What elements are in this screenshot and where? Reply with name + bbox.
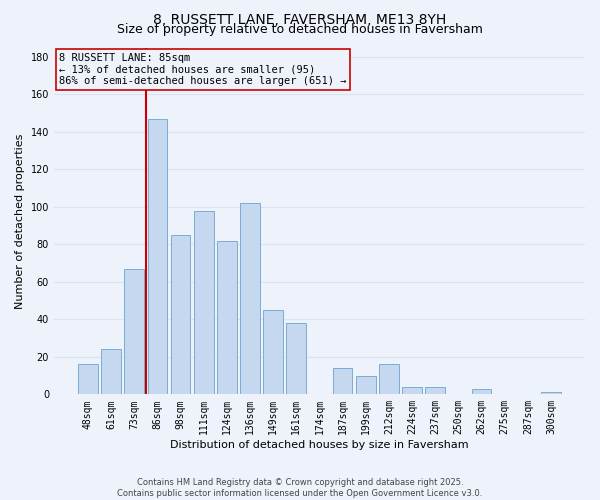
Y-axis label: Number of detached properties: Number of detached properties [15,133,25,308]
Bar [333,368,352,394]
Bar [356,376,376,394]
Bar [148,118,167,394]
Text: 8 RUSSETT LANE: 85sqm
← 13% of detached houses are smaller (95)
86% of semi-deta: 8 RUSSETT LANE: 85sqm ← 13% of detached … [59,52,347,86]
Text: Contains HM Land Registry data © Crown copyright and database right 2025.
Contai: Contains HM Land Registry data © Crown c… [118,478,482,498]
Bar [78,364,98,394]
Bar [425,387,445,394]
Bar [101,350,121,395]
Bar [286,323,306,394]
Text: 8, RUSSETT LANE, FAVERSHAM, ME13 8YH: 8, RUSSETT LANE, FAVERSHAM, ME13 8YH [154,12,446,26]
Bar [170,235,190,394]
Bar [379,364,399,394]
Bar [217,240,236,394]
Text: Size of property relative to detached houses in Faversham: Size of property relative to detached ho… [117,22,483,36]
Bar [472,388,491,394]
Bar [194,210,214,394]
Bar [124,268,144,394]
Bar [541,392,561,394]
Bar [240,203,260,394]
Bar [263,310,283,394]
X-axis label: Distribution of detached houses by size in Faversham: Distribution of detached houses by size … [170,440,469,450]
Bar [402,387,422,394]
